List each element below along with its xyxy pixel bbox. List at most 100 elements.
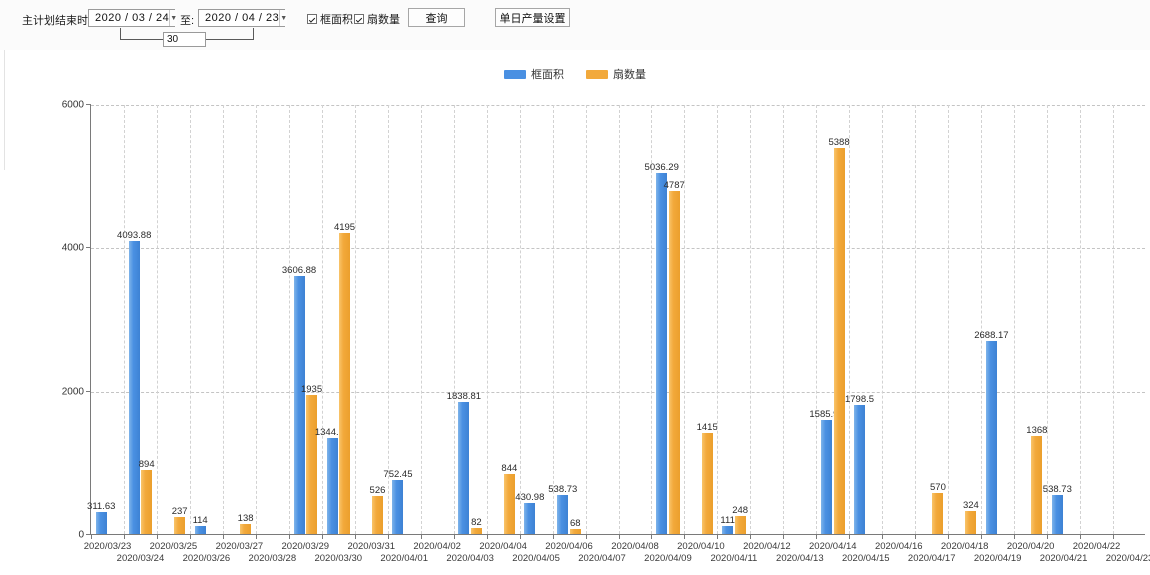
- bar-sash-count[interactable]: [734, 516, 746, 534]
- bar-value-label: 1415: [696, 421, 718, 433]
- bar-frame-area[interactable]: [458, 402, 470, 534]
- y-axis-tick-label: 2000: [61, 386, 84, 398]
- gridline-vertical: [288, 105, 290, 534]
- bar-sash-count[interactable]: [503, 473, 515, 534]
- legend-label: 扇数量: [613, 69, 646, 81]
- x-axis-tick-label: 2020/04/20: [1006, 541, 1055, 552]
- bar-sash-count[interactable]: [1031, 435, 1043, 534]
- x-axis-tick-label: 2020/04/22: [1072, 541, 1121, 552]
- x-axis-tick-mark: [91, 534, 92, 539]
- bar-value-label: 752.45: [383, 469, 413, 481]
- bar-value-label: 324: [962, 499, 979, 511]
- x-axis-tick-mark: [618, 534, 620, 539]
- x-axis-tick-label: 2020/04/17: [907, 553, 956, 564]
- bar-value-label: 248: [732, 505, 749, 517]
- bar-frame-area[interactable]: [293, 275, 305, 534]
- bar-value-label: 311.63: [87, 500, 116, 512]
- bar-sash-count[interactable]: [240, 524, 252, 534]
- bar-frame-area[interactable]: [194, 525, 206, 534]
- bar-value-label: 526: [369, 485, 386, 497]
- bar-value-label: 844: [501, 462, 518, 474]
- gridline-vertical: [255, 105, 257, 534]
- bar-value-label: 237: [171, 506, 188, 517]
- x-axis-tick-label: 2020/04/15: [841, 553, 890, 564]
- bar-frame-area[interactable]: [557, 495, 569, 534]
- y-axis-tick-label: 6000: [61, 99, 84, 111]
- gridline-horizontal: [91, 105, 1145, 106]
- y-axis-tick-mark: [86, 534, 91, 535]
- bar-frame-area[interactable]: [985, 341, 997, 534]
- y-axis-tick-label: 0: [78, 529, 84, 541]
- bar-value-label: 570: [930, 482, 946, 494]
- bar-value-label: 111: [720, 515, 735, 527]
- x-axis-tick-label: 2020/04/02: [413, 541, 461, 552]
- span-days-input[interactable]: 30: [163, 32, 206, 47]
- legend-swatch-icon: [504, 69, 526, 79]
- gridline-vertical: [387, 105, 389, 534]
- bar-frame-area[interactable]: [392, 480, 404, 534]
- x-axis-tick-mark: [156, 534, 158, 539]
- bar-frame-area[interactable]: [524, 503, 536, 534]
- chevron-down-icon[interactable]: ▼: [169, 10, 178, 26]
- x-axis-tick-mark: [717, 534, 719, 539]
- bar-frame-area[interactable]: [95, 511, 107, 534]
- bar-sash-count[interactable]: [174, 517, 186, 534]
- bar-sash-count[interactable]: [668, 190, 680, 534]
- bar-sash-count[interactable]: [701, 432, 713, 534]
- bar-frame-area[interactable]: [854, 405, 866, 534]
- bar-sash-count[interactable]: [833, 147, 845, 534]
- x-axis-tick-mark: [882, 534, 884, 539]
- bar-sash-count[interactable]: [569, 529, 581, 534]
- bar-frame-area[interactable]: [326, 437, 338, 534]
- gridline-vertical: [486, 105, 488, 534]
- bar-frame-area[interactable]: [821, 420, 833, 534]
- end-date-picker[interactable]: 2020 / 04 / 23 ▼: [198, 9, 288, 27]
- bar-sash-count[interactable]: [339, 233, 351, 534]
- bar-value-label: 2688.17: [974, 330, 1009, 342]
- x-axis-tick-label: 2020/04/11: [710, 553, 758, 564]
- x-axis-tick-mark: [453, 534, 455, 539]
- x-axis-tick-label: 2020/04/03: [446, 553, 494, 564]
- gridline-vertical: [189, 105, 191, 534]
- checkbox-sash-count-label: 扇数量: [367, 14, 400, 26]
- query-button[interactable]: 查询: [408, 8, 465, 27]
- toolbar: 主计划结束时间: 2020 / 03 / 24 ▼ 至: 2020 / 04 /…: [0, 0, 1150, 50]
- gridline-vertical: [1080, 105, 1082, 534]
- x-axis-tick-mark: [981, 534, 983, 539]
- y-axis-tick-mark: [86, 104, 91, 105]
- legend-item-2[interactable]: 扇数量: [586, 66, 646, 82]
- x-axis-tick-mark: [255, 534, 257, 539]
- bar-value-label: 5388: [828, 136, 850, 148]
- gridline-vertical: [453, 105, 455, 534]
- x-axis-tick-label: 2020/04/07: [578, 553, 626, 564]
- x-axis-tick-mark: [1113, 534, 1115, 539]
- checkbox-sash-count[interactable]: 扇数量: [354, 11, 400, 27]
- x-axis-tick-mark: [1014, 534, 1016, 539]
- bar-sash-count[interactable]: [470, 528, 482, 534]
- bar-sash-count[interactable]: [371, 496, 383, 534]
- checkbox-frame-area[interactable]: 框面积: [307, 11, 353, 27]
- bar-value-label: 538.73: [548, 484, 578, 496]
- x-axis-tick-label: 2020/03/28: [248, 553, 297, 564]
- x-axis-tick-mark: [651, 534, 653, 539]
- daily-output-settings-button[interactable]: 单日产量设置: [495, 8, 570, 27]
- checkbox-icon: [354, 14, 364, 24]
- bar-sash-count[interactable]: [965, 510, 977, 534]
- bar-frame-area[interactable]: [722, 526, 734, 534]
- gridline-vertical: [981, 105, 983, 534]
- gridline-vertical: [618, 105, 620, 534]
- bar-value-label: 1368: [1026, 424, 1048, 436]
- gridline-vertical: [915, 105, 917, 534]
- chevron-down-icon[interactable]: ▼: [279, 10, 288, 26]
- bar-value-label: 4787: [663, 179, 685, 191]
- legend-item-1[interactable]: 框面积: [504, 66, 564, 82]
- bar-frame-area[interactable]: [656, 173, 668, 534]
- start-date-picker[interactable]: 2020 / 03 / 24 ▼: [88, 9, 178, 27]
- bar-sash-count[interactable]: [306, 395, 318, 534]
- bar-sash-count[interactable]: [141, 469, 153, 534]
- gridline-vertical: [123, 105, 125, 534]
- bar-sash-count[interactable]: [932, 493, 944, 534]
- bar-frame-area[interactable]: [1051, 495, 1063, 534]
- bar-frame-area[interactable]: [128, 240, 140, 534]
